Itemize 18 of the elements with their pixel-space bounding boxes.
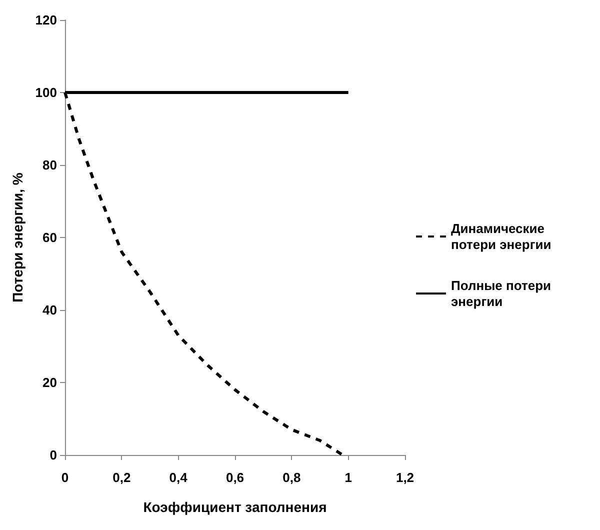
- x-tick-label: 0,8: [282, 470, 301, 485]
- x-tick-label: 0,6: [226, 470, 244, 485]
- x-axis-title: Коэффициент заполнения: [143, 499, 327, 515]
- legend-label: Динамические потери энергии: [451, 221, 552, 252]
- legend-label: Полные потери энергии: [451, 278, 555, 309]
- x-tick-label: 0,2: [112, 470, 131, 485]
- y-tick-label: 60: [42, 230, 57, 245]
- x-tick-label: 0: [61, 470, 69, 485]
- y-tick-label: 120: [35, 12, 57, 28]
- x-tick-label: 1: [344, 470, 352, 485]
- y-tick-label: 80: [42, 158, 57, 172]
- y-tick-label: 0: [50, 448, 57, 462]
- y-tick-label: 100: [35, 85, 57, 100]
- y-tick-label: 40: [42, 302, 57, 318]
- x-tick-label: 1,2: [396, 470, 414, 485]
- y-tick-label: 20: [42, 375, 57, 390]
- x-tick-label: 0,4: [169, 470, 188, 485]
- y-axis-title: Потери энергии, %: [9, 172, 26, 302]
